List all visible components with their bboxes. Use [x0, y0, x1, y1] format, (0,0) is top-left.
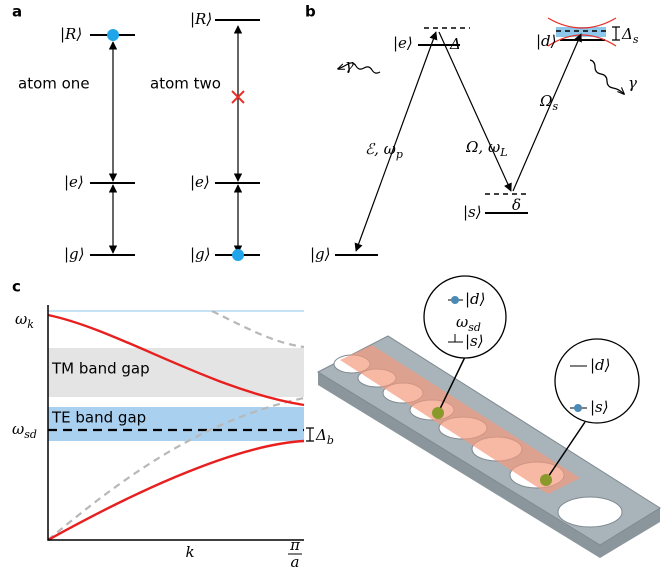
panel-label: c	[12, 278, 21, 296]
base: Ω	[539, 92, 552, 110]
base: Δ	[621, 25, 633, 43]
base: ω	[456, 313, 468, 331]
panel-label: b	[305, 3, 316, 21]
band	[48, 441, 304, 540]
subscript: L	[499, 146, 507, 159]
label: Ω, ωL	[465, 138, 508, 159]
state-label: |g⟩	[64, 245, 85, 263]
state-label: |d⟩	[536, 32, 557, 50]
emitter	[432, 407, 444, 419]
base: ℰ, ω	[365, 140, 396, 158]
state-label: |s⟩	[463, 203, 482, 221]
subscript: b	[327, 434, 334, 447]
base: ω	[12, 420, 24, 438]
panel-label: a	[12, 3, 22, 21]
label: TE band gap	[51, 409, 146, 427]
label: atom two	[150, 75, 221, 93]
state-label: |R⟩	[60, 25, 82, 43]
base: Δ	[315, 426, 327, 444]
state-label: |e⟩	[64, 173, 84, 191]
label: Δs	[621, 25, 639, 46]
label: a	[291, 553, 300, 567]
population	[451, 296, 459, 304]
label: Δ	[449, 35, 461, 53]
atom-dot	[107, 29, 119, 41]
state-label: |g⟩	[190, 245, 211, 263]
label: Ωs	[539, 92, 558, 113]
label: ωk	[15, 310, 34, 331]
state-label: |e⟩	[190, 173, 210, 191]
panel-c	[48, 305, 314, 554]
emitter	[540, 474, 552, 486]
label: ωsd	[12, 420, 37, 441]
subscript: sd	[24, 428, 37, 441]
figure: a b c |R⟩ |e⟩ |g⟩ atom one |R⟩ |e⟩ |g⟩ atom two |g⟩…	[0, 0, 667, 567]
bracket	[306, 428, 314, 441]
waveguide	[318, 276, 660, 558]
state-label: |e⟩	[393, 34, 413, 52]
label: TM band gap	[51, 360, 150, 378]
panel-a	[90, 20, 260, 261]
subscript: k	[27, 318, 34, 331]
state-label: |s⟩	[465, 332, 484, 350]
base: ω	[15, 310, 27, 328]
label: Δb	[315, 426, 334, 447]
state-label: |R⟩	[190, 10, 212, 28]
label: π	[289, 536, 301, 554]
base: Ω, ω	[465, 138, 500, 156]
state-label: |d⟩	[465, 290, 486, 308]
label: γ	[345, 56, 354, 74]
arrow	[513, 34, 581, 191]
arrow	[439, 32, 511, 191]
state-label: |s⟩	[590, 398, 609, 416]
label: k	[185, 543, 194, 561]
state-label: |d⟩	[590, 356, 611, 374]
label: ℰ, ωp	[365, 140, 403, 161]
population	[574, 404, 582, 412]
decay	[590, 60, 624, 94]
state-label: |g⟩	[310, 245, 331, 263]
subscript: s	[552, 100, 558, 113]
bracket	[612, 27, 620, 40]
atom-dot	[232, 249, 244, 261]
label: δ	[512, 196, 521, 214]
hole	[558, 497, 622, 527]
subscript: p	[396, 148, 403, 161]
subscript: s	[633, 33, 639, 46]
label: atom one	[18, 75, 90, 93]
light-line	[212, 311, 304, 347]
label: γ	[628, 74, 637, 92]
